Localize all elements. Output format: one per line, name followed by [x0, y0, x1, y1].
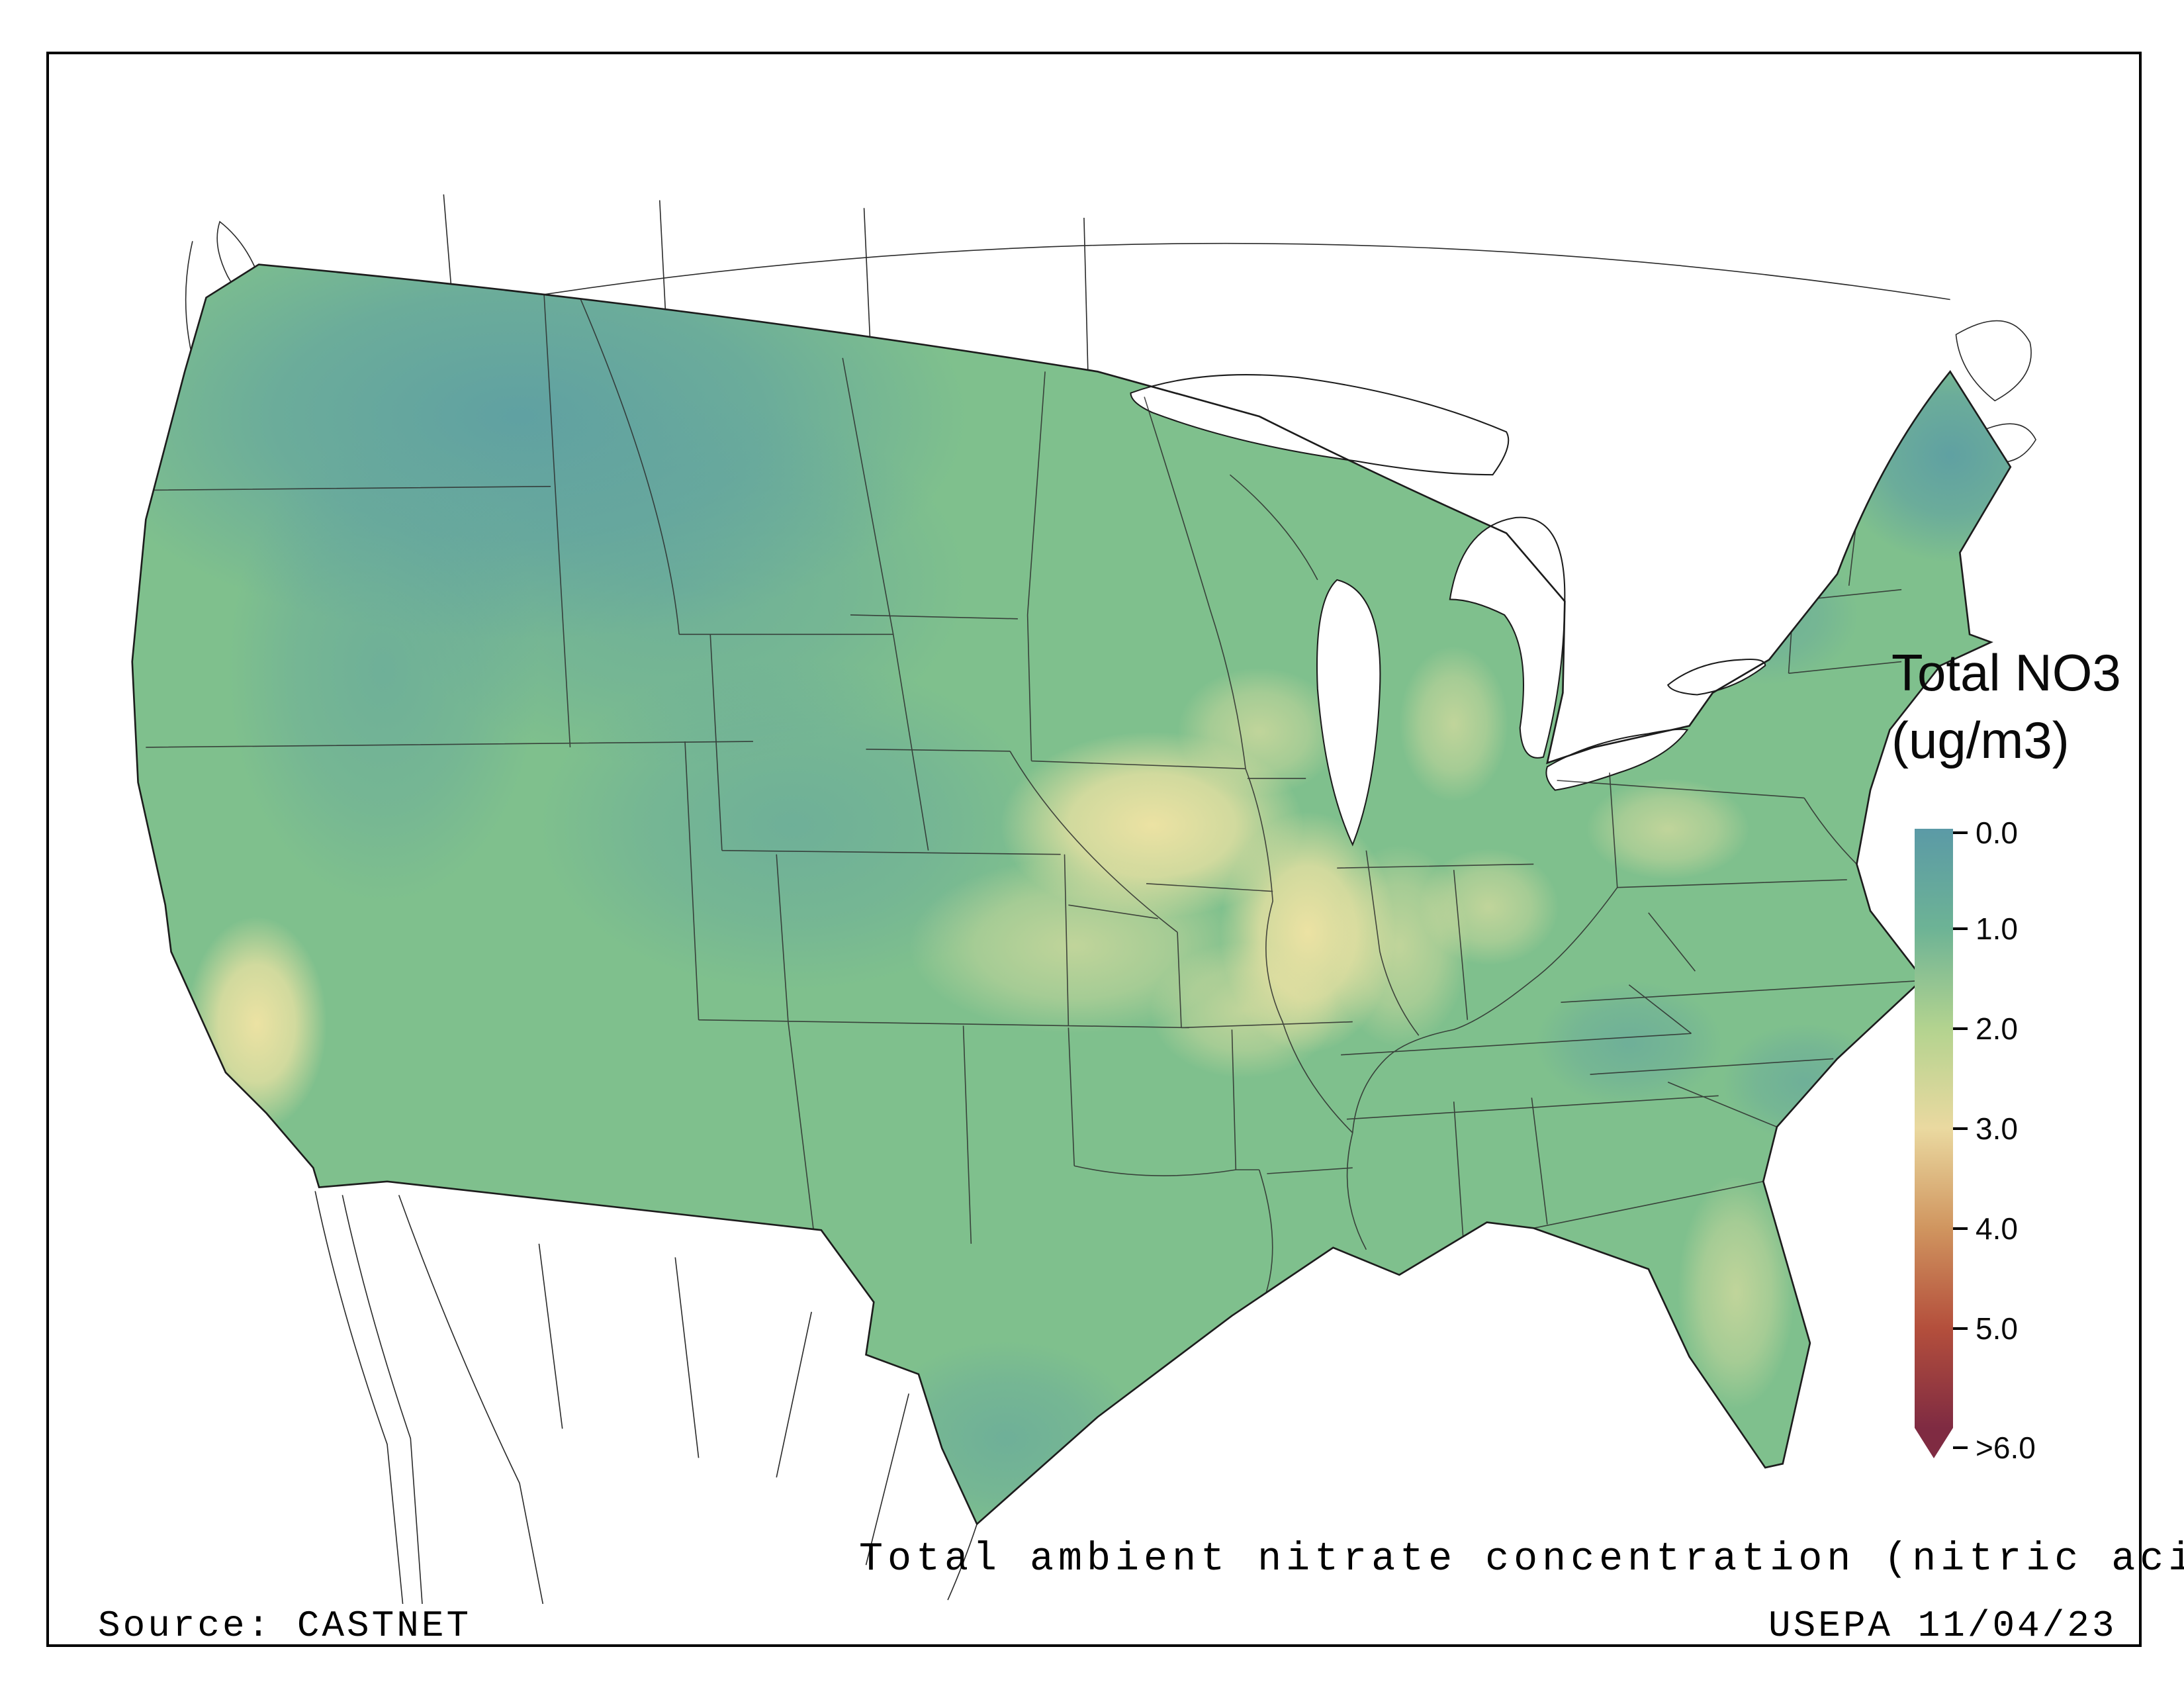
high-region-michigan — [1399, 645, 1509, 802]
colorbar-tick: 0.0 — [1953, 815, 2018, 851]
low-region-coastal-carolinas — [1722, 1023, 1886, 1141]
high-region-ohio — [1418, 848, 1559, 966]
tick-mark — [1953, 927, 1968, 930]
legend-unit: (ug/m3) — [1891, 711, 2070, 769]
colorbar-tip — [1915, 1428, 1953, 1458]
tick-mark — [1953, 1127, 1968, 1130]
colorbar-tick-label: 0.0 — [1976, 816, 2018, 850]
high-region-california-valley — [187, 916, 327, 1131]
colorbar-tick-label: 5.0 — [1976, 1311, 2018, 1346]
colorbar-tick: >6.0 — [1953, 1430, 2036, 1466]
colorbar-tick-label: >6.0 — [1976, 1430, 2036, 1465]
great-lakes — [1130, 374, 1766, 847]
low-region-appalachians — [1535, 980, 1723, 1106]
source-label: Source: CASTNET — [98, 1605, 472, 1647]
high-region-pennsylvania — [1586, 778, 1750, 880]
lake-huron — [1449, 516, 1566, 759]
colorbar-gradient — [1915, 829, 1953, 1428]
lake-superior — [1130, 374, 1510, 476]
caption: Total ambient nitrate concentration (nit… — [859, 1537, 2184, 1582]
colorbar-tick: 5.0 — [1953, 1311, 2018, 1346]
lake-michigan — [1316, 579, 1381, 847]
low-region-pacific-coast — [227, 436, 539, 904]
high-region-wisconsin — [1177, 667, 1342, 796]
colorbar-tick-label: 4.0 — [1976, 1211, 2018, 1246]
us-map-svg — [131, 194, 2036, 1604]
tick-mark — [1953, 1027, 1968, 1030]
lake-ontario — [1666, 658, 1766, 696]
us-border — [131, 263, 2012, 1526]
tick-mark — [1953, 1227, 1968, 1230]
colorbar-tick-label: 3.0 — [1976, 1111, 2018, 1146]
tick-mark — [1953, 1446, 1968, 1449]
legend-title: Total NO3 — [1891, 643, 2121, 702]
colorbar-tick-label: 1.0 — [1976, 912, 2018, 946]
colorbar: 0.0 1.0 2.0 3.0 4.0 5.0 >6.0 — [1915, 816, 2140, 1484]
high-region-missouri — [1150, 942, 1338, 1078]
colorbar-tick: 4.0 — [1953, 1211, 2018, 1246]
tick-mark — [1953, 1327, 1968, 1330]
concentration-surface — [132, 264, 2011, 1524]
low-region-south-texas — [870, 1340, 1143, 1524]
colorbar-tick: 3.0 — [1953, 1111, 2018, 1147]
tick-mark — [1953, 831, 1968, 834]
colorbar-tick: 1.0 — [1953, 911, 2018, 947]
colorbar-tick-label: 2.0 — [1976, 1011, 2018, 1046]
lake-erie — [1545, 728, 1689, 791]
mexico-outline — [314, 1191, 978, 1604]
colorbar-tick: 2.0 — [1953, 1011, 2018, 1047]
agency-date-label: USEPA 11/04/23 — [1768, 1605, 2117, 1647]
high-region-florida — [1677, 1175, 1795, 1409]
